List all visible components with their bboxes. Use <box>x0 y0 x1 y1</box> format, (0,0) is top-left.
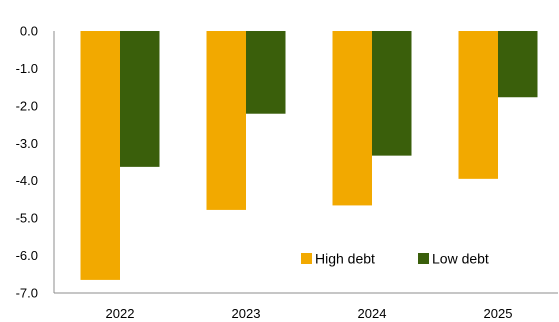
axes <box>53 31 558 294</box>
x-tick-label: 2022 <box>106 306 135 321</box>
x-tick-label: 2023 <box>232 306 261 321</box>
legend: High debt Low debt <box>301 251 489 267</box>
y-tick-label: -3.0 <box>16 136 38 151</box>
y-axis-tick-labels: 0.0 -1.0 -2.0 -3.0 -4.0 -5.0 -6.0 -7.0 <box>16 24 38 301</box>
bar-high-debt-2024 <box>332 31 372 206</box>
y-tick-label: -5.0 <box>16 211 38 226</box>
bar-low-debt-2025 <box>498 31 538 98</box>
legend-swatch <box>301 253 312 264</box>
bar-low-debt-2023 <box>246 31 286 114</box>
x-tick-label: 2025 <box>484 306 513 321</box>
bar-low-debt-2022 <box>120 31 160 167</box>
x-axis-tick-labels: 2022 2023 2024 2025 <box>106 306 513 321</box>
legend-swatch <box>418 253 429 264</box>
y-tick-label: -1.0 <box>16 61 38 76</box>
y-tick-label: -7.0 <box>16 286 38 301</box>
legend-label: Low debt <box>432 251 489 267</box>
bars <box>80 31 538 280</box>
y-tick-label: 0.0 <box>20 24 38 39</box>
x-tick-label: 2024 <box>358 306 387 321</box>
y-tick-label: -2.0 <box>16 98 38 113</box>
bar-high-debt-2025 <box>458 31 498 179</box>
y-tick-label: -6.0 <box>16 248 38 263</box>
bar-high-debt-2023 <box>206 31 246 210</box>
bar-high-debt-2022 <box>80 31 120 280</box>
legend-label: High debt <box>315 251 375 267</box>
bar-low-debt-2024 <box>372 31 412 156</box>
y-tick-label: -4.0 <box>16 173 38 188</box>
